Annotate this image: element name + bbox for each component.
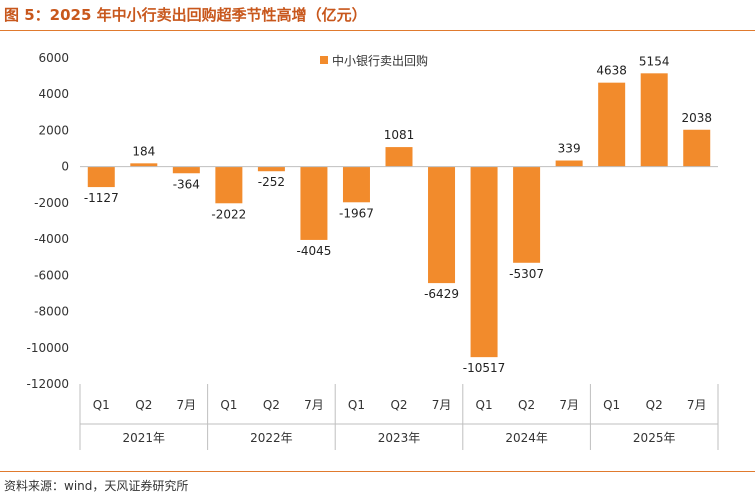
x-tick-label: Q2 bbox=[518, 398, 535, 412]
data-label: -4045 bbox=[296, 244, 331, 258]
data-label: 1081 bbox=[384, 128, 415, 142]
data-label: -1127 bbox=[84, 191, 119, 205]
bar bbox=[598, 82, 626, 167]
legend-label: 中小银行卖出回购 bbox=[332, 53, 428, 68]
x-group-label: 2024年 bbox=[505, 431, 548, 445]
bar-chart: 6000 4000 2000 0 -2000 -4000 -6000 -8000 -10000 -… bbox=[26, 51, 719, 450]
bar bbox=[342, 166, 370, 203]
data-label: -1967 bbox=[339, 206, 374, 220]
x-tick-label: Q2 bbox=[135, 398, 152, 412]
bars bbox=[80, 73, 718, 358]
legend: 中小银行卖出回购 bbox=[320, 53, 428, 68]
title-divider bbox=[0, 30, 755, 31]
legend-swatch bbox=[320, 56, 328, 64]
x-group-label: 2022年 bbox=[250, 431, 293, 445]
x-tick-label: 7月 bbox=[177, 398, 197, 412]
bar bbox=[470, 166, 498, 358]
bar bbox=[130, 163, 158, 167]
bar bbox=[555, 160, 583, 167]
x-tick-label: Q1 bbox=[603, 398, 620, 412]
chart-title: 图 5：2025 年中小行卖出回购超季节性高增（亿元） bbox=[4, 6, 367, 24]
data-label: 339 bbox=[558, 142, 581, 156]
y-axis: 6000 4000 2000 0 -2000 -4000 -6000 -8000 -10000 -… bbox=[26, 51, 69, 391]
y-tick-label: -12000 bbox=[26, 377, 69, 391]
x-group-label: 2025年 bbox=[633, 431, 676, 445]
data-label: -6429 bbox=[424, 287, 459, 301]
x-tick-label: Q1 bbox=[348, 398, 365, 412]
data-label: -252 bbox=[258, 175, 285, 189]
data-label: 5154 bbox=[639, 54, 670, 68]
data-label: -10517 bbox=[463, 361, 506, 375]
y-tick-label: -2000 bbox=[34, 196, 69, 210]
bar bbox=[428, 166, 456, 284]
y-tick-label: -4000 bbox=[34, 232, 69, 246]
x-tick-label: Q1 bbox=[93, 398, 110, 412]
y-tick-label: -10000 bbox=[26, 341, 69, 355]
bar bbox=[215, 166, 243, 204]
x-tick-label: 7月 bbox=[559, 398, 579, 412]
bar bbox=[640, 73, 668, 167]
data-label: 2038 bbox=[681, 111, 712, 125]
x-tick-label: Q1 bbox=[476, 398, 493, 412]
bar bbox=[385, 147, 413, 167]
x-tick-label: Q2 bbox=[646, 398, 663, 412]
x-tick-label: 7月 bbox=[304, 398, 324, 412]
data-label: -2022 bbox=[211, 207, 246, 221]
source-divider bbox=[0, 471, 755, 472]
data-label: -5307 bbox=[509, 267, 544, 281]
bar bbox=[300, 166, 328, 240]
x-tick-label: 7月 bbox=[687, 398, 707, 412]
data-label: 184 bbox=[132, 144, 155, 158]
source-note: 资料来源：wind，天风证券研究所 bbox=[4, 479, 189, 493]
data-labels: -1127 184 -364 -2022 -252 -4045 -1967 1081 -6429… bbox=[84, 54, 712, 375]
y-tick-label: 0 bbox=[61, 160, 69, 174]
bar bbox=[683, 129, 711, 167]
bar bbox=[87, 166, 115, 188]
y-tick-label: -8000 bbox=[34, 305, 69, 319]
y-tick-label: -6000 bbox=[34, 268, 69, 282]
data-label: 4638 bbox=[596, 64, 627, 78]
y-tick-label: 4000 bbox=[38, 87, 69, 101]
x-group-label: 2021年 bbox=[123, 431, 166, 445]
x-tick-label: Q2 bbox=[263, 398, 280, 412]
bar bbox=[257, 166, 285, 172]
x-tick-label: 7月 bbox=[432, 398, 452, 412]
data-label: -364 bbox=[173, 177, 200, 191]
x-axis: Q1 Q2 7月 Q1 Q2 7月 Q1 Q2 7月 Q1 Q2 7月 Q1 Q2 7月 2021年 2022年… bbox=[79, 384, 719, 450]
bar bbox=[513, 166, 541, 263]
x-tick-label: Q1 bbox=[220, 398, 237, 412]
y-tick-label: 6000 bbox=[38, 51, 69, 65]
x-group-label: 2023年 bbox=[378, 431, 421, 445]
y-tick-label: 2000 bbox=[38, 123, 69, 137]
x-tick-label: Q2 bbox=[390, 398, 407, 412]
bar bbox=[172, 166, 200, 174]
